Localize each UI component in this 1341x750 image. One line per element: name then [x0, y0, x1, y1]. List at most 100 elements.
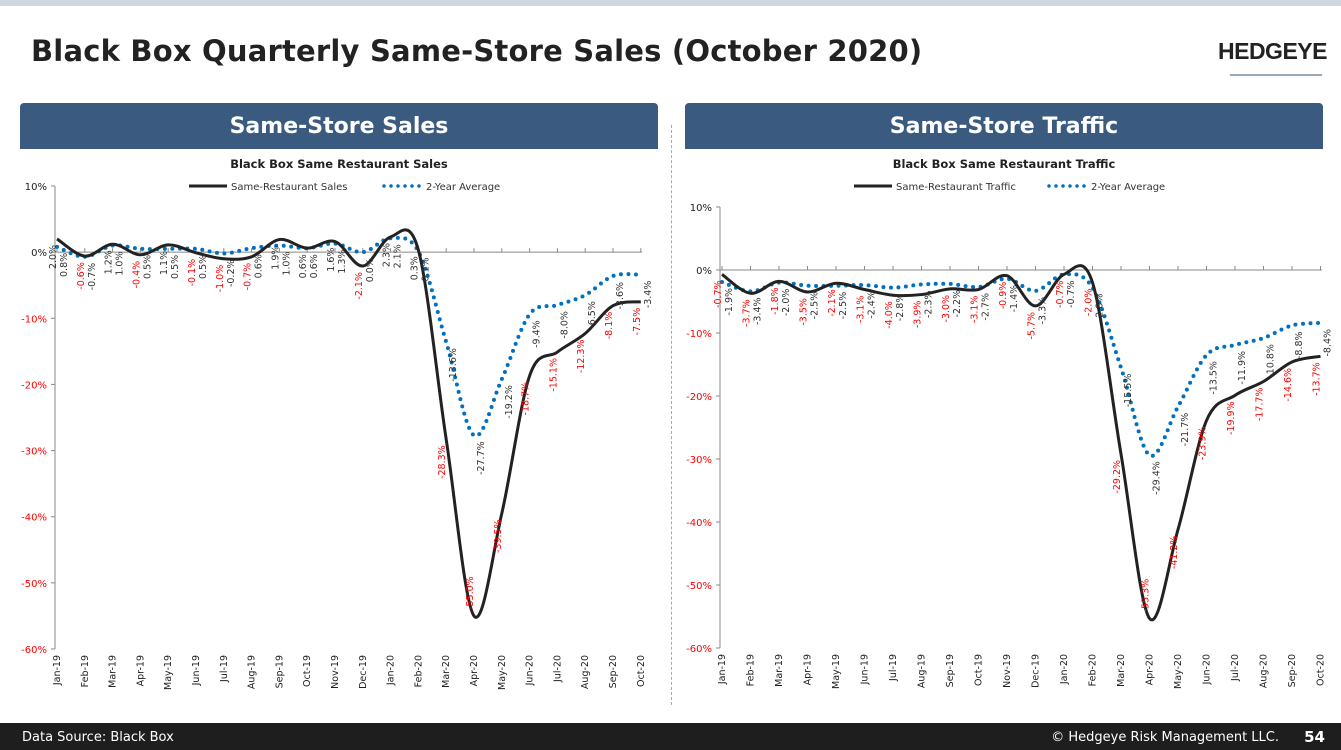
x-tick-label: May-20: [497, 655, 508, 690]
main-data-label: -0.7%: [713, 280, 724, 308]
avg-data-label: 0.8%: [59, 253, 70, 277]
panel-divider: [671, 125, 672, 705]
main-series-line: [721, 264, 1321, 622]
avg-data-label: -13.6%: [448, 348, 459, 382]
x-tick-label: Jul-20: [1230, 654, 1241, 682]
y-tick-label: -30%: [21, 447, 47, 458]
main-data-label: -2.1%: [354, 272, 365, 300]
avg-data-label: -21.7%: [1180, 413, 1191, 447]
y-tick-label: 0%: [696, 266, 712, 277]
y-tick-label: -10%: [21, 314, 47, 325]
avg-data-label: -6.5%: [587, 301, 598, 329]
x-tick-label: Oct-20: [636, 655, 647, 687]
y-tick-label: -10%: [686, 329, 712, 340]
x-tick-label: Mar-20: [1116, 654, 1127, 687]
y-tick-label: -60%: [21, 645, 47, 656]
avg-data-label: 1.0%: [115, 252, 126, 276]
main-data-label: -18.7%: [521, 382, 532, 416]
x-tick-label: Nov-19: [1002, 654, 1013, 688]
avg-data-label: -2.7%: [981, 293, 992, 321]
avg-data-label: -8.4%: [1323, 329, 1334, 357]
hedgeye-logo: HEDGEYE: [1218, 38, 1327, 64]
main-data-label: -0.9%: [998, 282, 1009, 310]
avg-data-label: -27.7%: [476, 441, 487, 475]
main-data-label: -19.9%: [1226, 401, 1237, 435]
main-data-label: -55.0%: [465, 576, 476, 610]
avg-data-label: -13.5%: [1209, 361, 1220, 395]
x-tick-label: Jan-20: [386, 655, 397, 686]
x-tick-label: Apr-20: [1145, 654, 1156, 685]
y-tick-label: -30%: [686, 455, 712, 466]
y-tick-label: -60%: [686, 644, 712, 655]
x-tick-label: Aug-19: [917, 654, 928, 688]
y-tick-label: -40%: [21, 513, 47, 524]
main-data-label: -7.5%: [632, 308, 643, 336]
avg-data-label: -3.3%: [1038, 297, 1049, 325]
avg-data-label: 0.5%: [198, 255, 209, 279]
x-tick-label: Jul-19: [888, 654, 899, 682]
x-tick-label: Apr-19: [135, 655, 146, 686]
avg-data-label: 0.0%: [365, 258, 376, 282]
avg-data-label: -0.7%: [87, 263, 98, 291]
top-strip: [0, 0, 1341, 6]
avg-data-label: -3.6%: [615, 282, 626, 310]
x-tick-label: Oct-19: [302, 655, 313, 687]
avg-data-label: 0.5%: [170, 255, 181, 279]
sales-chart: Black Box Same Restaurant Sales Same-Rest…: [21, 157, 654, 690]
avg-data-label: -3.4%: [643, 281, 654, 309]
main-data-label: 2.0%: [48, 245, 59, 269]
avg-data-label: -3.4%: [753, 297, 764, 325]
x-tick-label: Aug-20: [580, 655, 591, 689]
main-data-label: -39.5%: [493, 519, 504, 553]
main-data-label: -17.7%: [1255, 388, 1266, 422]
avg-data-label: -2.8%: [1095, 294, 1106, 322]
x-tick-label: Jan-19: [717, 654, 728, 685]
x-tick-label: Mar-19: [108, 655, 119, 688]
x-tick-label: Feb-20: [413, 655, 424, 687]
main-data-label: -1.0%: [215, 265, 226, 293]
x-tick-label: Jun-19: [191, 655, 202, 686]
main-data-label: -28.3%: [437, 445, 448, 479]
main-series-line: [56, 228, 642, 619]
logo-underline: [1230, 74, 1322, 76]
main-data-label: -15.1%: [548, 358, 559, 392]
avg-data-label: -2.8%: [895, 294, 906, 322]
main-data-label: -3.5%: [799, 298, 810, 326]
main-data-label: -2.1%: [827, 289, 838, 317]
main-data-label: -3.1%: [856, 296, 867, 324]
avg-data-label: 0.6%: [254, 254, 265, 278]
main-data-label: -23.9%: [1198, 427, 1209, 461]
x-tick-label: May-19: [163, 655, 174, 690]
avg-data-label: 1.3%: [337, 250, 348, 274]
main-data-label: -0.7%: [243, 263, 254, 291]
avg-data-label: -2.3%: [924, 290, 935, 318]
y-tick-label: 0%: [31, 248, 47, 259]
panel-header-sales: Same-Store Sales: [20, 103, 658, 149]
x-tick-label: Oct-19: [974, 654, 985, 686]
x-tick-label: Feb-20: [1088, 654, 1099, 686]
main-data-label: -1.8%: [770, 287, 781, 315]
x-tick-label: Jun-20: [525, 655, 536, 686]
avg-data-label: -2.0%: [781, 289, 792, 317]
chart-title: Black Box Same Restaurant Sales: [230, 157, 448, 171]
y-tick-label: -20%: [21, 380, 47, 391]
avg-data-label: -8.0%: [559, 311, 570, 339]
y-tick-label: 10%: [25, 182, 47, 193]
x-tick-label: Oct-20: [1316, 654, 1327, 686]
y-tick-label: 10%: [690, 203, 712, 214]
x-tick-label: Nov-19: [330, 655, 341, 689]
avg-data-label: -19.2%: [504, 385, 515, 419]
x-tick-label: Feb-19: [80, 655, 91, 687]
avg-data-label: -11.9%: [1237, 351, 1248, 385]
main-data-label: -13.7%: [1312, 362, 1323, 396]
main-data-label: -29.2%: [1112, 460, 1123, 494]
x-tick-label: May-19: [831, 654, 842, 689]
chart-title: Black Box Same Restaurant Traffic: [893, 157, 1116, 171]
main-data-label: -41.2%: [1169, 536, 1180, 570]
avg-data-label: -2.5%: [810, 292, 821, 320]
x-tick-label: Dec-19: [358, 655, 369, 689]
x-tick-label: Sep-20: [608, 655, 619, 688]
x-tick-label: Feb-19: [746, 654, 757, 686]
legend-label: Same-Restaurant Sales: [231, 182, 348, 193]
x-tick-label: Mar-20: [441, 655, 452, 688]
